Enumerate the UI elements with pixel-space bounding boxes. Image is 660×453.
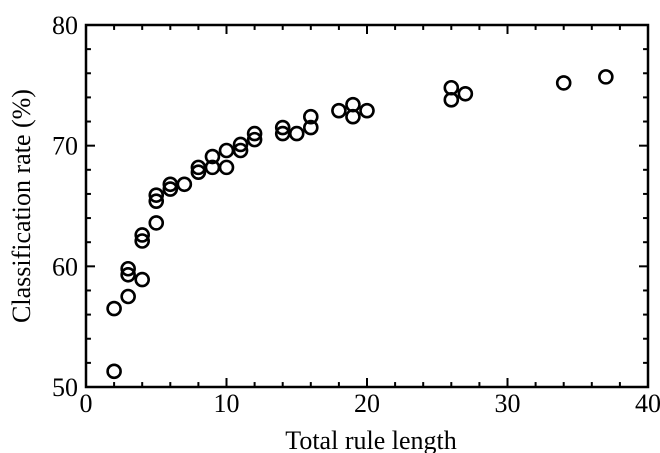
- data-point: [134, 271, 150, 288]
- data-point: [288, 125, 305, 142]
- y-tick-label: 80: [52, 11, 78, 40]
- data-point: [120, 288, 136, 305]
- data-point: [598, 69, 614, 85]
- data-point: [246, 131, 263, 148]
- data-point: [106, 300, 122, 317]
- data-point: [120, 260, 136, 277]
- data-point: [190, 164, 207, 181]
- axes: [84, 23, 650, 389]
- data-point: [443, 79, 460, 96]
- data-point: [106, 363, 122, 380]
- tick-labels: 0 10 20 30 40 50 60 70 80: [52, 11, 660, 418]
- data-point: [148, 215, 165, 231]
- data-point: [120, 266, 136, 283]
- y-tick-label: 60: [52, 252, 78, 281]
- data-point: [246, 125, 263, 142]
- data-point: [232, 142, 249, 159]
- data-point: [302, 119, 319, 136]
- data-point: [359, 102, 375, 119]
- x-tick-label: 40: [635, 389, 660, 418]
- x-tick-label: 0: [80, 389, 93, 418]
- y-tick-label: 70: [52, 132, 78, 161]
- data-point: [345, 96, 361, 113]
- data-point: [232, 136, 249, 153]
- data-point: [457, 85, 474, 102]
- x-tick-label: 20: [354, 389, 380, 418]
- data-point: [274, 119, 291, 136]
- tick-marks: [85, 24, 649, 388]
- data-point: [134, 227, 150, 243]
- data-point: [134, 233, 150, 249]
- data-point: [218, 159, 235, 176]
- data-point: [302, 108, 319, 125]
- x-tick-label: 10: [214, 389, 240, 418]
- y-tick-label: 50: [52, 373, 78, 402]
- data-point: [331, 102, 347, 119]
- data-point: [555, 75, 572, 91]
- data-point: [218, 142, 235, 159]
- data-point: [204, 148, 221, 165]
- y-axis-label: Classification rate (%): [7, 89, 36, 323]
- x-axis-label: Total rule length: [285, 426, 456, 453]
- x-tick-label: 30: [495, 389, 521, 418]
- data-point: [148, 193, 165, 209]
- plot-frame: [84, 23, 650, 389]
- data-points: [106, 69, 614, 380]
- data-point: [176, 176, 193, 193]
- data-point: [162, 181, 179, 197]
- data-point: [148, 187, 165, 203]
